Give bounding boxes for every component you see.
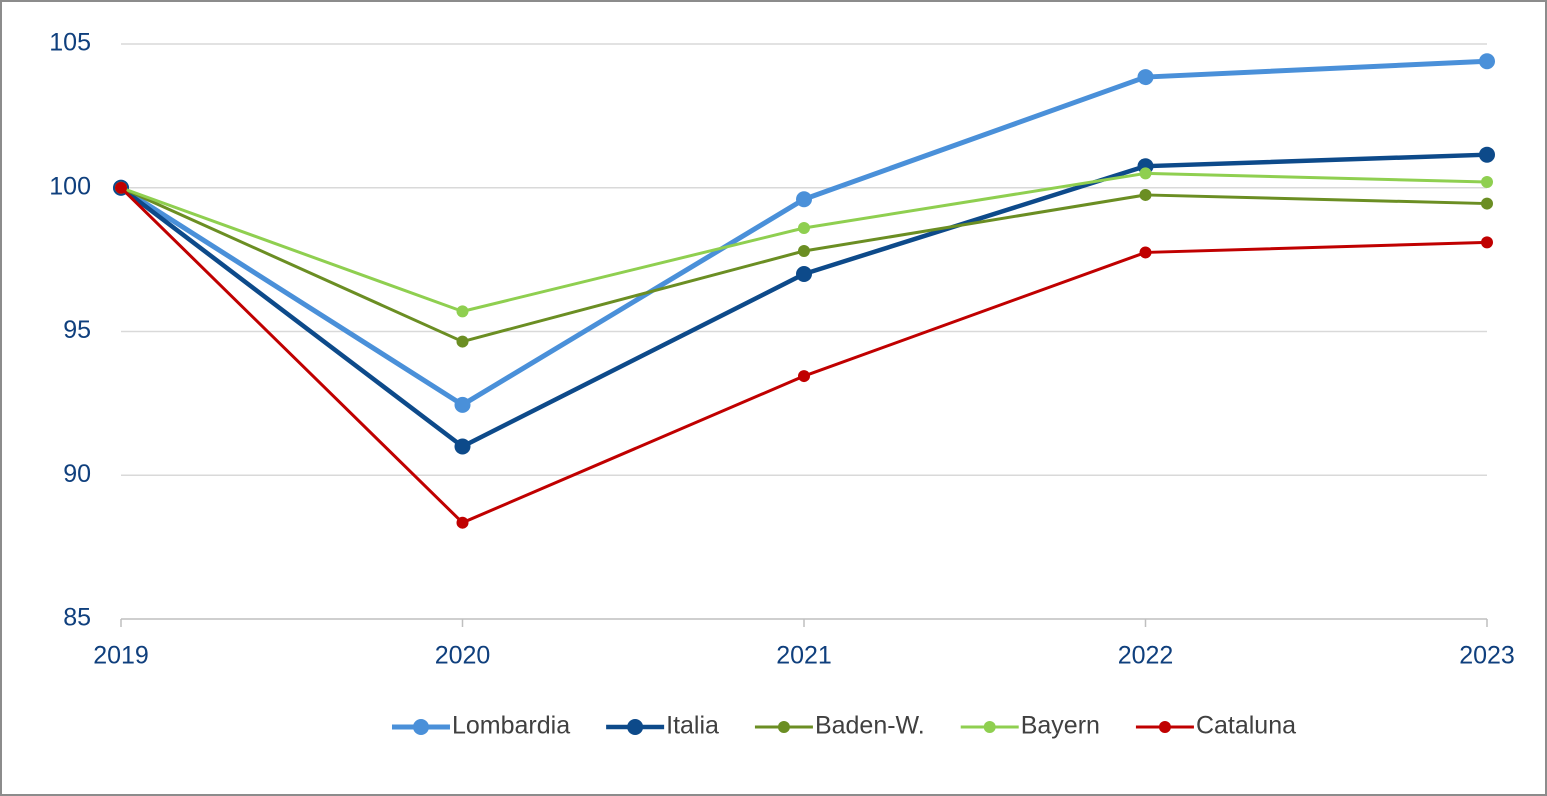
data-point <box>1137 69 1154 86</box>
data-point <box>1139 188 1152 201</box>
legend-item: Lombardia <box>391 712 570 740</box>
data-point <box>1481 236 1493 249</box>
data-point <box>1479 146 1495 163</box>
legend: Lombardia Italia Baden-W. Bayern Cataluna <box>391 712 1296 740</box>
data-point <box>456 305 469 318</box>
data-point <box>115 181 127 194</box>
data-point <box>798 370 810 383</box>
legend-item: Cataluna <box>1135 712 1296 740</box>
legend-item: Bayern <box>960 712 1100 740</box>
data-point <box>1481 176 1493 188</box>
data-point <box>1479 53 1495 70</box>
legend-label: Bayern <box>1021 712 1100 740</box>
data-point <box>796 191 812 208</box>
x-tick-label: 2020 <box>435 642 491 670</box>
data-point <box>1481 197 1493 210</box>
legend-item: Baden-W. <box>754 712 925 740</box>
legend-item: Italia <box>606 712 719 740</box>
x-tick-label: 2019 <box>93 642 149 670</box>
legend-label: Lombardia <box>452 712 570 740</box>
legend-marker <box>1158 721 1171 733</box>
legend-label: Italia <box>666 712 719 740</box>
data-point <box>798 222 810 234</box>
legend-marker <box>627 719 644 735</box>
x-tick-label: 2021 <box>776 642 832 670</box>
data-point <box>796 266 812 282</box>
x-tick-label: 2023 <box>1459 642 1515 670</box>
data-point <box>454 438 471 455</box>
data-point <box>1139 246 1152 259</box>
data-point <box>454 396 471 413</box>
data-point <box>456 516 469 529</box>
data-point <box>456 335 469 348</box>
y-tick-label: 85 <box>63 604 91 632</box>
y-tick-label: 100 <box>49 172 91 200</box>
y-tick-label: 95 <box>63 316 91 344</box>
data-point <box>1139 167 1152 180</box>
legend-marker <box>412 719 429 735</box>
legend-marker <box>983 721 996 733</box>
y-tick-label: 105 <box>49 29 91 57</box>
legend-label: Baden-W. <box>815 712 925 740</box>
y-tick-label: 90 <box>63 460 91 488</box>
x-tick-label: 2022 <box>1118 642 1174 670</box>
data-point <box>798 245 810 257</box>
legend-label: Cataluna <box>1196 712 1296 740</box>
legend-marker <box>777 721 790 733</box>
